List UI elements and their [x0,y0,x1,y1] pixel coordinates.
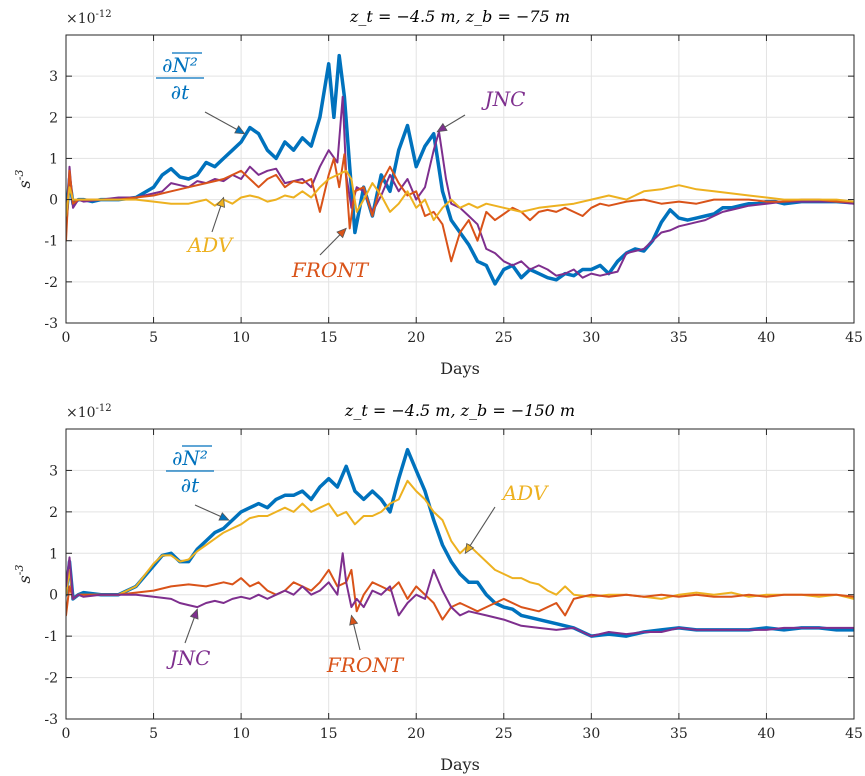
annotation-arrowhead [189,608,199,620]
x-tick-label: 40 [758,726,776,742]
x-tick-label: 10 [232,330,250,346]
annotation-arrowhead [349,614,359,626]
axis-exponent-label: ×10-12 [66,9,112,27]
y-tick-label: 1 [49,151,58,167]
axes-frame [65,34,855,324]
annotation-label-jnc: JNC [166,646,211,670]
x-tick-label: 15 [320,330,338,346]
chart-panel-1: 0 5 10 15 20 25 30 35 40 45 -3 -2 -1 0 1 2 3 ×10-12 z_t = … [13,7,863,378]
x-tick-label: 30 [582,330,600,346]
y-axis-label: s-3 [13,565,34,584]
x-tick-label: 20 [407,330,425,346]
x-tick-label: 5 [149,726,158,742]
x-tick-label: 20 [407,726,425,742]
series-line-nt [66,53,854,286]
x-tick-label: 30 [582,726,600,742]
x-tick-label: 35 [670,726,688,742]
x-tick-label: 0 [62,330,71,346]
y-tick-label: 3 [49,463,58,479]
annotation-label-adv: ADV [501,481,550,505]
annotation-label-denominator: ∂t [171,80,190,104]
annotation-label-front: FRONT [326,653,405,677]
y-tick-label: 1 [49,546,58,562]
chart-panel-2: 0 5 10 15 20 25 30 35 40 45 -3 -2 -1 0 1 2 3 ×10-12 z_t = … [13,401,863,774]
y-tick-label: 2 [49,505,58,521]
annotation-label-dn2dt: ∂N² [172,446,208,470]
annotation-label-dn2dt: ∂N² [162,53,198,77]
x-axis-label: Days [440,755,480,774]
y-axis-label: s-3 [13,170,34,189]
x-tick-label: 15 [320,726,338,742]
y-tick-label: -2 [44,275,58,291]
y-tick-label: -2 [44,671,58,687]
x-tick-label: 35 [670,330,688,346]
series-line-front [66,153,854,263]
annotation-label-denominator: ∂t [181,473,200,497]
annotation-arrowhead [336,227,347,239]
x-tick-label: 40 [758,330,776,346]
x-tick-label: 45 [845,726,863,742]
y-tick-label: -3 [44,712,58,728]
y-tick-label: -1 [44,234,58,250]
y-tick-label: -1 [44,629,58,645]
annotation-label-jnc: JNC [481,87,526,111]
y-tick-label: 2 [49,110,58,126]
y-tick-label: 3 [49,69,58,85]
series-line-nt [66,447,854,638]
y-tick-label: -3 [44,316,58,332]
x-tick-label: 0 [62,726,71,742]
series-line-jnc [66,552,854,638]
axis-exponent-label: ×10-12 [66,403,112,421]
annotation-arrowhead [218,512,230,521]
x-axis-label: Days [440,359,480,378]
series-line-jnc [66,95,854,279]
annotation-arrowhead [436,122,448,133]
y-tick-label: 0 [49,588,58,604]
series-line-adv [66,479,854,600]
x-tick-label: 25 [495,726,513,742]
annotation-arrowhead [234,125,246,135]
chart-title: z_t = −4.5 m, z_b = −150 m [344,401,575,420]
x-tick-label: 25 [495,330,513,346]
series-line-adv [66,169,854,222]
annotation-arrowhead [216,196,225,208]
y-tick-label: 0 [49,193,58,209]
series-line-front [66,568,854,621]
x-tick-label: 5 [149,330,158,346]
axes-frame [65,428,855,720]
annotation-label-front: FRONT [291,258,370,282]
x-tick-label: 10 [232,726,250,742]
x-tick-label: 45 [845,330,863,346]
chart-title: z_t = −4.5 m, z_b = −75 m [349,7,570,26]
annotation-label-adv: ADV [186,233,235,257]
annotation-arrowhead [464,542,475,555]
